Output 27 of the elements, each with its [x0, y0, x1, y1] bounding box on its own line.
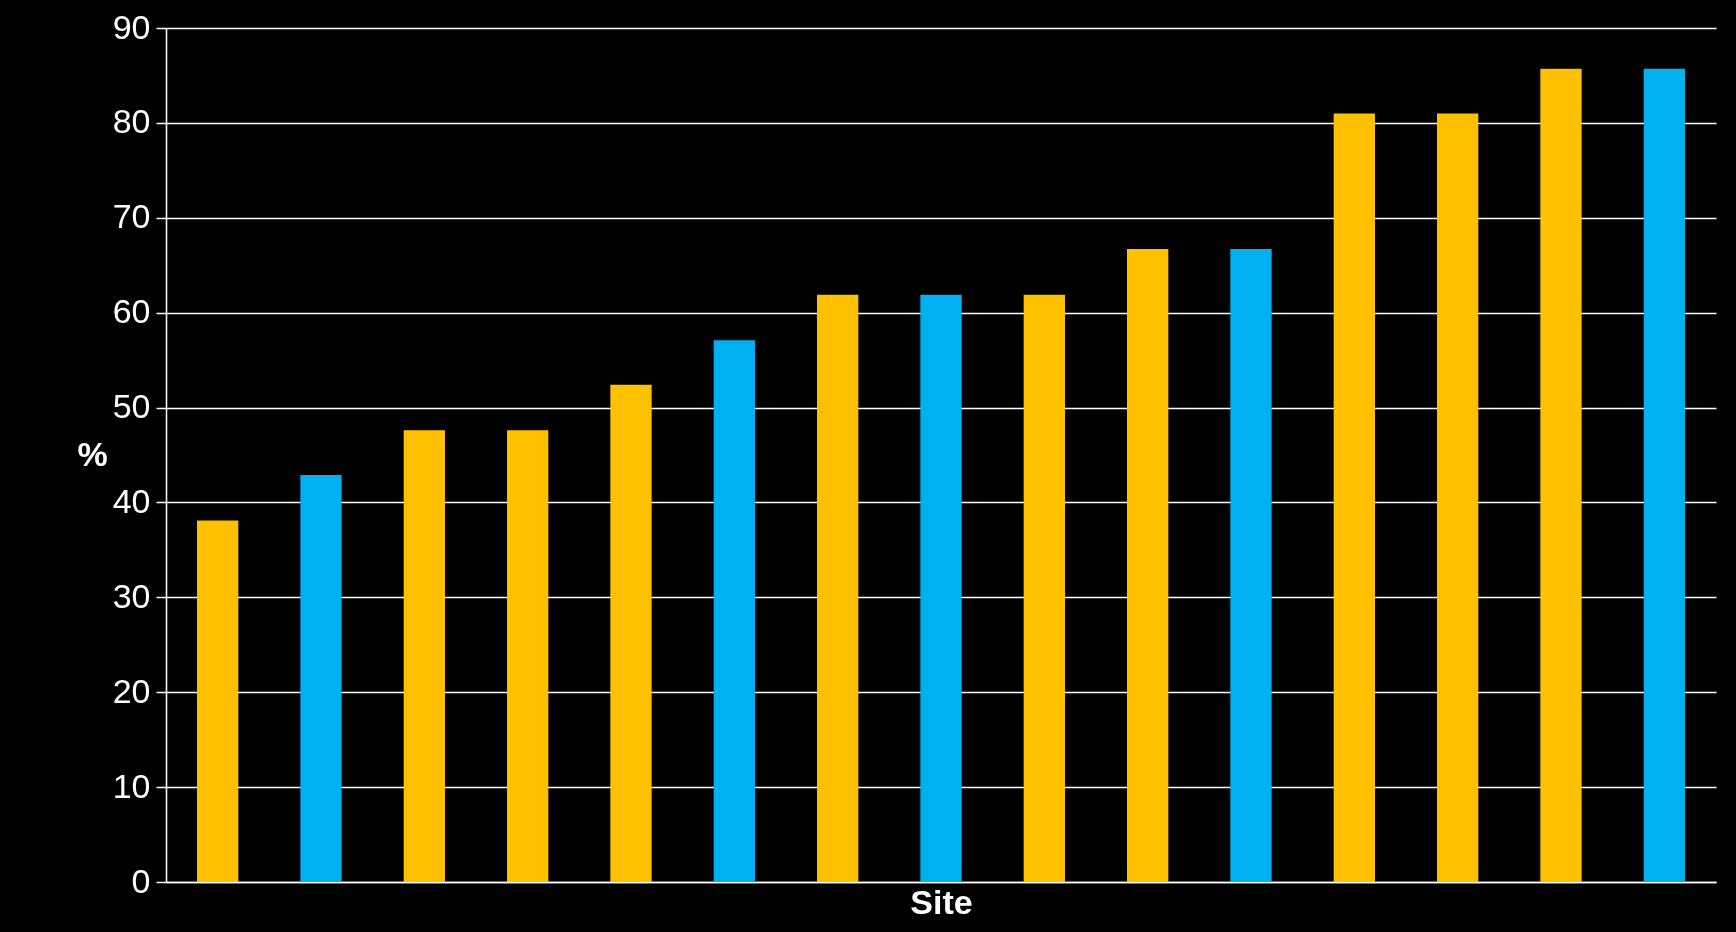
y-tick-label: 10	[112, 766, 151, 805]
bar	[1230, 249, 1272, 882]
bar	[197, 520, 239, 882]
y-axis-title: %	[77, 434, 108, 473]
bar	[403, 430, 445, 882]
bar	[817, 294, 859, 882]
bar	[507, 430, 549, 882]
bar	[610, 384, 652, 882]
y-tick-label: 60	[112, 292, 151, 331]
bar	[713, 340, 755, 882]
y-tick-label: 50	[112, 387, 151, 426]
y-tick-label: 90	[112, 7, 151, 46]
bar	[1023, 294, 1065, 882]
bar	[1643, 68, 1685, 882]
bar	[1437, 113, 1479, 882]
y-tick-label: 40	[112, 481, 151, 520]
x-axis-title: Site	[910, 882, 973, 921]
y-tick-label: 0	[131, 861, 151, 900]
y-tick-label: 20	[112, 671, 151, 710]
y-tick-label: 80	[112, 102, 151, 141]
y-tick-label: 70	[112, 197, 151, 236]
bar	[1540, 68, 1582, 882]
bar	[1333, 113, 1375, 882]
y-tick-label: 30	[112, 576, 151, 615]
bar	[920, 294, 962, 882]
bar	[1127, 249, 1169, 882]
bar	[300, 474, 342, 882]
